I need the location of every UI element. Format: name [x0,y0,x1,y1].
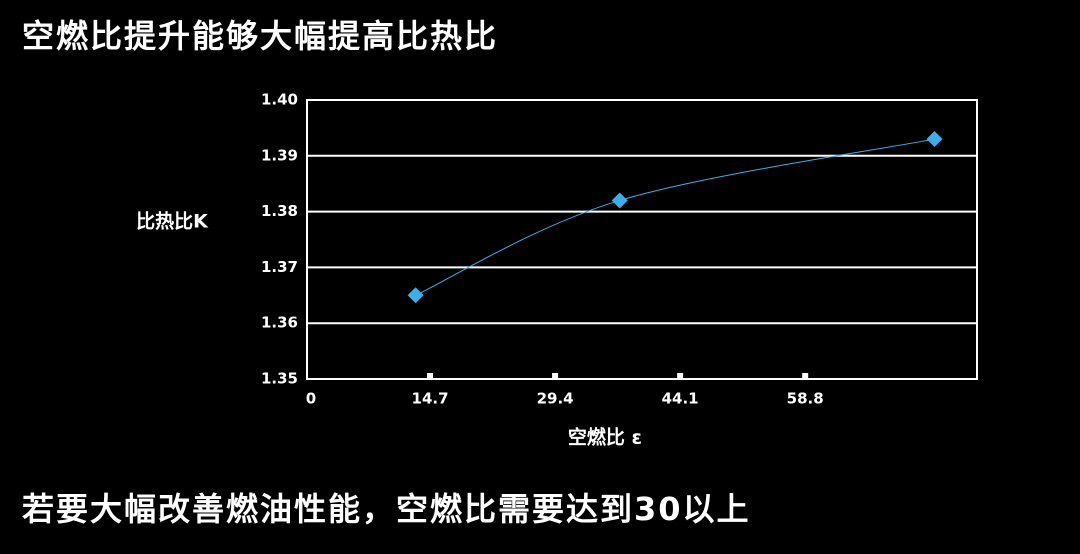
data-point [407,287,424,304]
subtitle: 若要大幅改善燃油性能，空燃比需要达到30以上 [22,490,751,528]
data-point [926,131,943,148]
y-tick-label: 1.35 [261,370,298,388]
x-tick-mark [552,373,559,379]
plot-frame [306,99,978,380]
x-tick-mark [677,373,684,379]
x-axis-label: 空燃比 ε [568,426,642,449]
x-tick-label: 0 [306,390,316,408]
y-tick-label: 1.40 [261,91,298,109]
y-axis-label: 比热比K [136,210,209,233]
x-tick-mark [802,373,809,379]
y-tick-label: 1.39 [261,146,298,164]
x-tick-mark [427,373,434,379]
y-tick-label: 1.36 [261,314,298,332]
x-tick-label: 14.7 [412,390,449,408]
series-line [415,138,935,296]
data-point [611,192,628,209]
chart-title: 空燃比提升能够大幅提高比热比 [22,17,498,55]
y-tick-label: 1.37 [261,258,298,276]
x-tick-label: 58.8 [787,390,824,408]
x-tick-label: 29.4 [537,390,574,408]
y-tick-label: 1.38 [261,202,298,220]
x-tick-label: 44.1 [662,390,699,408]
